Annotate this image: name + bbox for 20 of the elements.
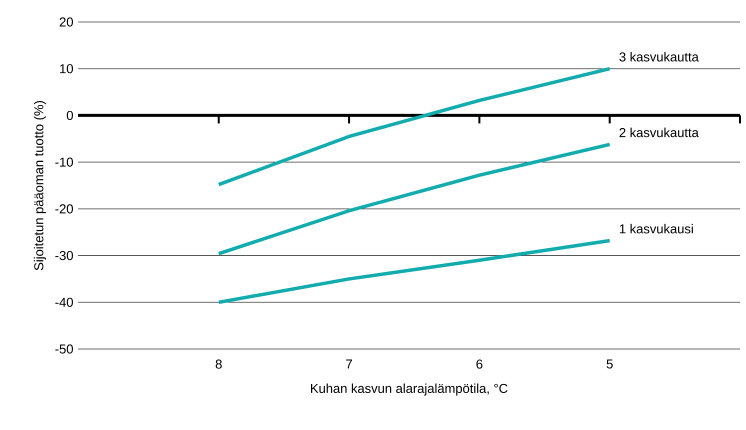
y-tick-label: 10 [60,64,73,74]
y-tick-label: -10 [55,158,73,167]
x-tick-label: 7 [346,360,352,368]
series-label: 2 kasvukautta [620,128,699,138]
y-tick-label: 20 [60,17,73,27]
series-label: 1 kasvukausi [620,224,693,234]
y-tick-label: -40 [55,298,73,307]
series-label: 3 kasvukautta [619,52,699,62]
x-tick-label: 6 [476,360,482,369]
y-tick-label: -20 [55,204,73,214]
line-series [217,142,612,256]
x-tick-label: 8 [216,360,222,369]
y-tick-label: -30 [55,250,73,260]
x-axis-title: Kuhan kasvun alarajalämpötila, °C [311,384,508,396]
line-series [217,238,612,304]
y-tick-label: 0 [66,110,73,120]
y-tick-label: -50 [55,344,73,354]
y-axis-title: Sijoitetun pääoman tuotto (%) [34,101,46,270]
line-series [217,66,612,186]
x-tick-label: 5 [606,360,613,369]
